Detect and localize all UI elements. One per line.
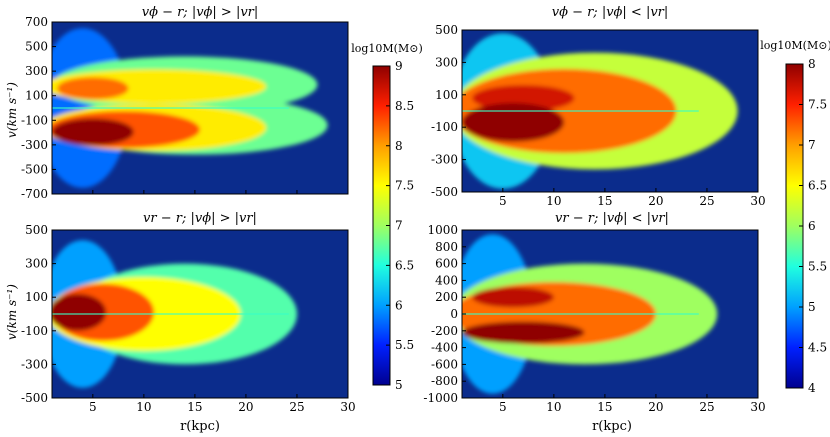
x-tick-label: 20 xyxy=(648,400,663,414)
colorbar-tick-label: 6.5 xyxy=(395,258,414,272)
colorbar-right: 8 7.5 7 6.5 6 5.5 5 4.5 4 xyxy=(785,57,827,395)
colorbar-tick-label: 4 xyxy=(808,381,816,395)
y-tick-label: 500 xyxy=(25,223,48,237)
y-tick-label: 300 xyxy=(435,55,458,69)
x-tick-label: 5 xyxy=(499,400,507,414)
colorbar-tick-label: 7.5 xyxy=(808,98,827,112)
ylabel-bottom-left: v(km s⁻¹) xyxy=(5,284,19,340)
panel-vr-r-bottom-right: 5 10 15 20 25 30 1000 800 600 400 200 0 -200 -400 -600… xyxy=(423,223,765,414)
x-tick-label: 10 xyxy=(546,400,561,414)
x-tick-label: 20 xyxy=(648,194,663,208)
y-tick-label: 100 xyxy=(435,88,458,102)
xlabel-bottom-left: r(kpc) xyxy=(180,419,220,434)
y-tick-label: -700 xyxy=(21,187,48,201)
panel2-title: vϕ − r; |vϕ| < |vr| xyxy=(552,5,669,20)
density-blob xyxy=(52,293,107,331)
colorbar-tick-label: 6 xyxy=(395,298,403,312)
y-tick-label: -400 xyxy=(431,341,458,355)
panel-vphi-r-top-left: 700 500 300 100 -100 -300 -500 -700 xyxy=(21,15,349,201)
density-blob xyxy=(472,287,554,308)
colorbar-right-label: log10M(M⊙) xyxy=(760,39,830,52)
density-blob xyxy=(462,321,585,344)
density-blob xyxy=(462,102,565,142)
axes-frame xyxy=(51,229,349,399)
colorbar-tick-label: 6.5 xyxy=(808,179,827,193)
colorbar-tick-label: 5.5 xyxy=(395,338,414,352)
colorbar-tick-label: 5 xyxy=(395,378,403,392)
y-tick-label: 0 xyxy=(450,307,458,321)
density-blob xyxy=(57,77,129,100)
panel-vphi-r-top-right: 5 10 15 20 25 30 500 300 100 -100 -300 -500 xyxy=(431,23,766,208)
y-tick-label: -500 xyxy=(21,391,48,405)
x-tick-label: 10 xyxy=(136,400,151,414)
colorbar-tick-label: 6 xyxy=(808,219,816,233)
axes-frame xyxy=(51,21,349,195)
y-tick-label: -100 xyxy=(431,120,458,134)
y-tick-label: 300 xyxy=(25,257,48,271)
x-tick-label: 15 xyxy=(187,400,202,414)
y-tick-label: -200 xyxy=(431,324,458,338)
x-tick-label: 30 xyxy=(340,400,355,414)
x-tick-label: 15 xyxy=(597,194,612,208)
x-tick-label: 25 xyxy=(699,194,714,208)
y-tick-label: 1000 xyxy=(427,223,458,237)
x-tick-label: 5 xyxy=(89,400,97,414)
colorbar-tick-label: 7 xyxy=(808,138,816,152)
colorbar-tick-label: 8 xyxy=(395,139,403,153)
colorbar-tick-label: 8 xyxy=(808,57,816,71)
y-tick-label: -100 xyxy=(21,113,48,127)
colorbar-left: 9 8.5 8 7.5 7 6.5 6 5.5 5 xyxy=(372,59,414,392)
y-tick-label: -800 xyxy=(431,374,458,388)
colorbar-tick-label: 5 xyxy=(808,300,816,314)
y-tick-label: -600 xyxy=(431,357,458,371)
colorbar-tick-label: 8.5 xyxy=(395,99,414,113)
x-tick-label: 25 xyxy=(289,400,304,414)
colorbar-tick-label: 9 xyxy=(395,59,403,73)
panel3-title: vr − r; |vϕ| > |vr| xyxy=(143,211,257,226)
y-tick-label: 700 xyxy=(25,15,48,29)
x-tick-label: 15 xyxy=(597,400,612,414)
y-tick-label: -300 xyxy=(21,357,48,371)
ylabel-top-left: v(km s⁻¹) xyxy=(5,82,19,138)
x-tick-label: 20 xyxy=(238,400,253,414)
colorbar-tick-label: 5.5 xyxy=(808,260,827,274)
axes-frame xyxy=(461,29,759,193)
y-tick-label: 100 xyxy=(25,89,48,103)
x-tick-label: 30 xyxy=(750,400,765,414)
density-blob xyxy=(52,118,134,146)
y-tick-label: -300 xyxy=(431,153,458,167)
y-tick-label: 300 xyxy=(25,64,48,78)
y-tick-label: -300 xyxy=(21,138,48,152)
y-tick-label: -500 xyxy=(431,185,458,199)
y-tick-label: 100 xyxy=(25,290,48,304)
panel-vr-r-bottom-left: 5 10 15 20 25 30 500 300 100 -100 -300 -500 xyxy=(21,223,356,414)
y-tick-label: 200 xyxy=(435,290,458,304)
panel1-title: vϕ − r; |vϕ| > |vr| xyxy=(142,5,259,20)
x-tick-label: 10 xyxy=(546,194,561,208)
x-tick-label: 25 xyxy=(699,400,714,414)
y-tick-label: 600 xyxy=(435,257,458,271)
panel4-title: vr − r; |vϕ| < |vr| xyxy=(555,211,669,226)
colorbar-tick-label: 7 xyxy=(395,219,403,233)
y-tick-label: 800 xyxy=(435,240,458,254)
density-field xyxy=(52,28,328,188)
xlabel-bottom-right: r(kpc) xyxy=(592,419,632,434)
y-tick-label: -100 xyxy=(21,324,48,338)
y-tick-label: 400 xyxy=(435,273,458,287)
colorbar-left-label: log10M(M⊙) xyxy=(351,42,423,55)
y-tick-label: -1000 xyxy=(423,391,458,405)
colorbar-tick-label: 7.5 xyxy=(395,179,414,193)
colorbar-tick-label: 4.5 xyxy=(808,341,827,355)
y-tick-label: 500 xyxy=(25,40,48,54)
y-tick-label: 500 xyxy=(435,23,458,37)
x-tick-label: 30 xyxy=(750,194,765,208)
x-tick-label: 5 xyxy=(499,194,507,208)
y-tick-label: -500 xyxy=(21,162,48,176)
